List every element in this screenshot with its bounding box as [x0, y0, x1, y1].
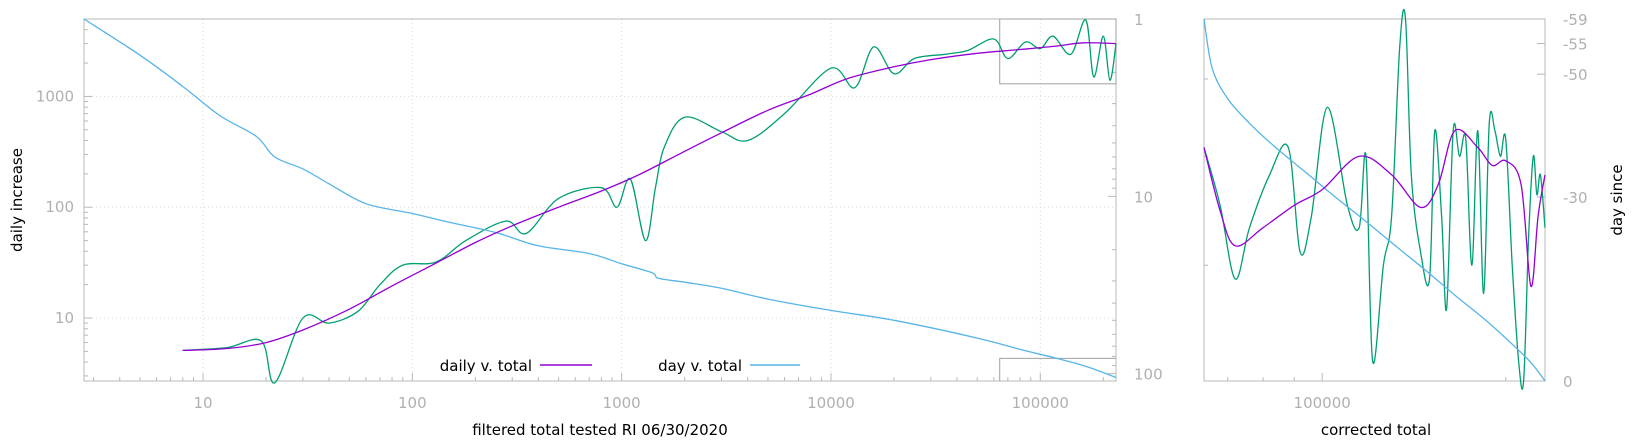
inset-y2-axis-label: day since	[1608, 164, 1626, 235]
zoom-region-box	[999, 18, 1117, 381]
main-x-tick-label: 10	[193, 394, 212, 412]
zoom-box-lower	[999, 357, 1116, 381]
main-ticks: 10 100 1000 10000 100000 10 100 1000 1 10 100	[36, 11, 1163, 412]
main-x-axis-label: filtered total tested RI 06/30/2020	[472, 421, 728, 439]
inset-y2-tick-label: -59	[1563, 11, 1588, 29]
main-series-line-0	[182, 42, 1117, 352]
main-plot-frame	[83, 18, 1117, 382]
main-y2-tick-label: 1	[1134, 11, 1144, 29]
main-x-tick-label: 10000	[807, 394, 855, 412]
main-series-line-1	[182, 19, 1117, 384]
main-series	[83, 18, 1117, 384]
main-x-tick-label: 1000	[603, 394, 641, 412]
main-y-tick-label: 10	[55, 309, 74, 327]
inset-plot-frame	[1203, 18, 1546, 382]
main-y-tick-label: 1000	[36, 87, 74, 105]
inset-y2-tick-label: -50	[1563, 66, 1588, 84]
inset-x-axis-label: corrected total	[1321, 421, 1431, 439]
inset-series-line-1	[1203, 8, 1546, 390]
zoom-box-upper	[999, 18, 1117, 85]
inset-series-line-0	[1203, 128, 1546, 287]
main-x-tick-label: 100	[398, 394, 427, 412]
inset-y2-tick-label: 0	[1563, 373, 1573, 391]
inset-series	[1203, 8, 1546, 390]
legend-label-daily: daily v. total	[440, 357, 532, 375]
inset-series-line-2	[1203, 18, 1546, 382]
inset-x-tick-label: 100000	[1294, 394, 1351, 412]
inset-y2-tick-label: -30	[1563, 189, 1588, 207]
main-y2-tick-label: 100	[1134, 366, 1163, 384]
main-y-tick-label: 100	[45, 198, 74, 216]
inset-ticks: 100000 -59 -55 -50 -30 0	[1204, 11, 1588, 412]
main-series-line-2	[83, 18, 1117, 379]
legend-label-day: day v. total	[658, 357, 742, 375]
main-y-axis-label: daily increase	[8, 148, 26, 252]
inset-panel: 100000 -59 -55 -50 -30 0 corrected total day …	[1203, 8, 1626, 439]
inset-y2-tick-label: -55	[1563, 36, 1588, 54]
main-grid	[84, 19, 1116, 381]
main-legend: daily v. total day v. total	[440, 357, 800, 375]
main-y2-tick-label: 10	[1134, 188, 1153, 206]
main-x-tick-label: 100000	[1012, 394, 1069, 412]
main-panel: 10 100 1000 10000 100000 10 100 1000 1 10 100 dail…	[8, 11, 1163, 439]
